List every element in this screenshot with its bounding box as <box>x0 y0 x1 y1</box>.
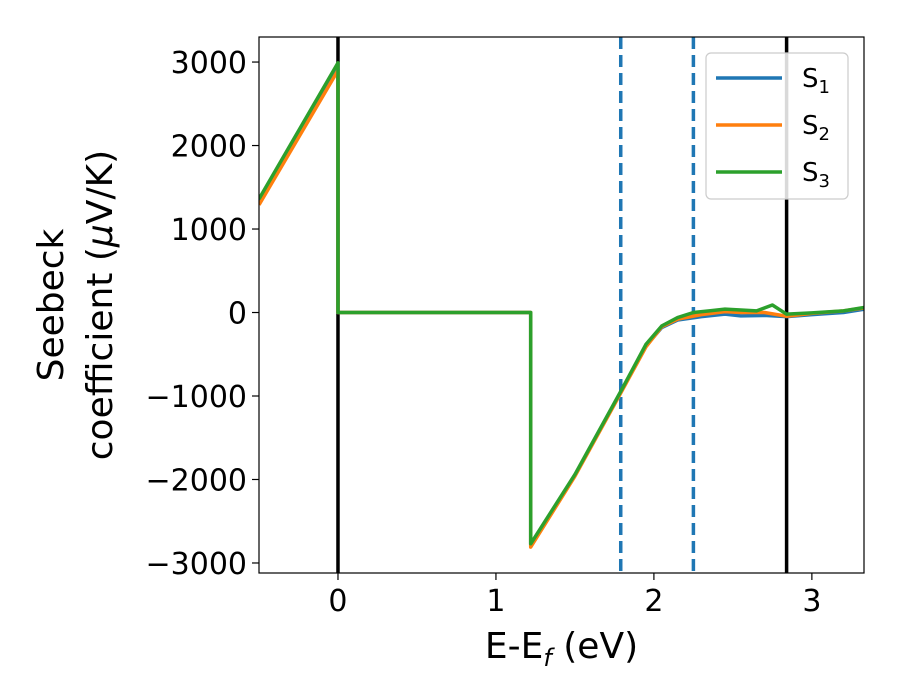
y-tick-label: 3000 <box>171 46 247 81</box>
y-tick-label: 2000 <box>171 130 247 165</box>
legend: S1 S2 S3 <box>705 52 849 200</box>
y-axis-title: Seebeck coefficient (μV/K) <box>31 150 121 460</box>
x-axis-title: E-Ef (eV) <box>485 626 638 672</box>
y-tick-label: 0 <box>228 297 247 332</box>
y-axis-ticks: −3000 −2000 −1000 0 1000 2000 3000 <box>146 46 259 582</box>
plot-frame <box>258 36 865 574</box>
y-axis-title-line1: Seebeck <box>31 228 72 381</box>
y-axis-title-line2: coefficient (μV/K) <box>80 150 121 460</box>
y-tick-label: 1000 <box>171 213 247 248</box>
data-series <box>259 61 864 549</box>
legend-label-S2: S2 <box>802 111 830 145</box>
x-tick-label: 0 <box>328 584 347 619</box>
x-axis-ticks: 0 1 2 3 <box>328 573 821 619</box>
y-tick-label: −3000 <box>146 547 247 582</box>
x-tick-label: 1 <box>486 584 505 619</box>
x-tick-label: 2 <box>644 584 663 619</box>
series-line-S3 <box>259 61 864 546</box>
y-tick-label: −1000 <box>146 380 247 415</box>
legend-label-S1: S1 <box>802 64 830 98</box>
x-tick-label: 3 <box>802 584 821 619</box>
legend-label-S3: S3 <box>802 158 830 192</box>
y-tick-label: −2000 <box>146 463 247 498</box>
